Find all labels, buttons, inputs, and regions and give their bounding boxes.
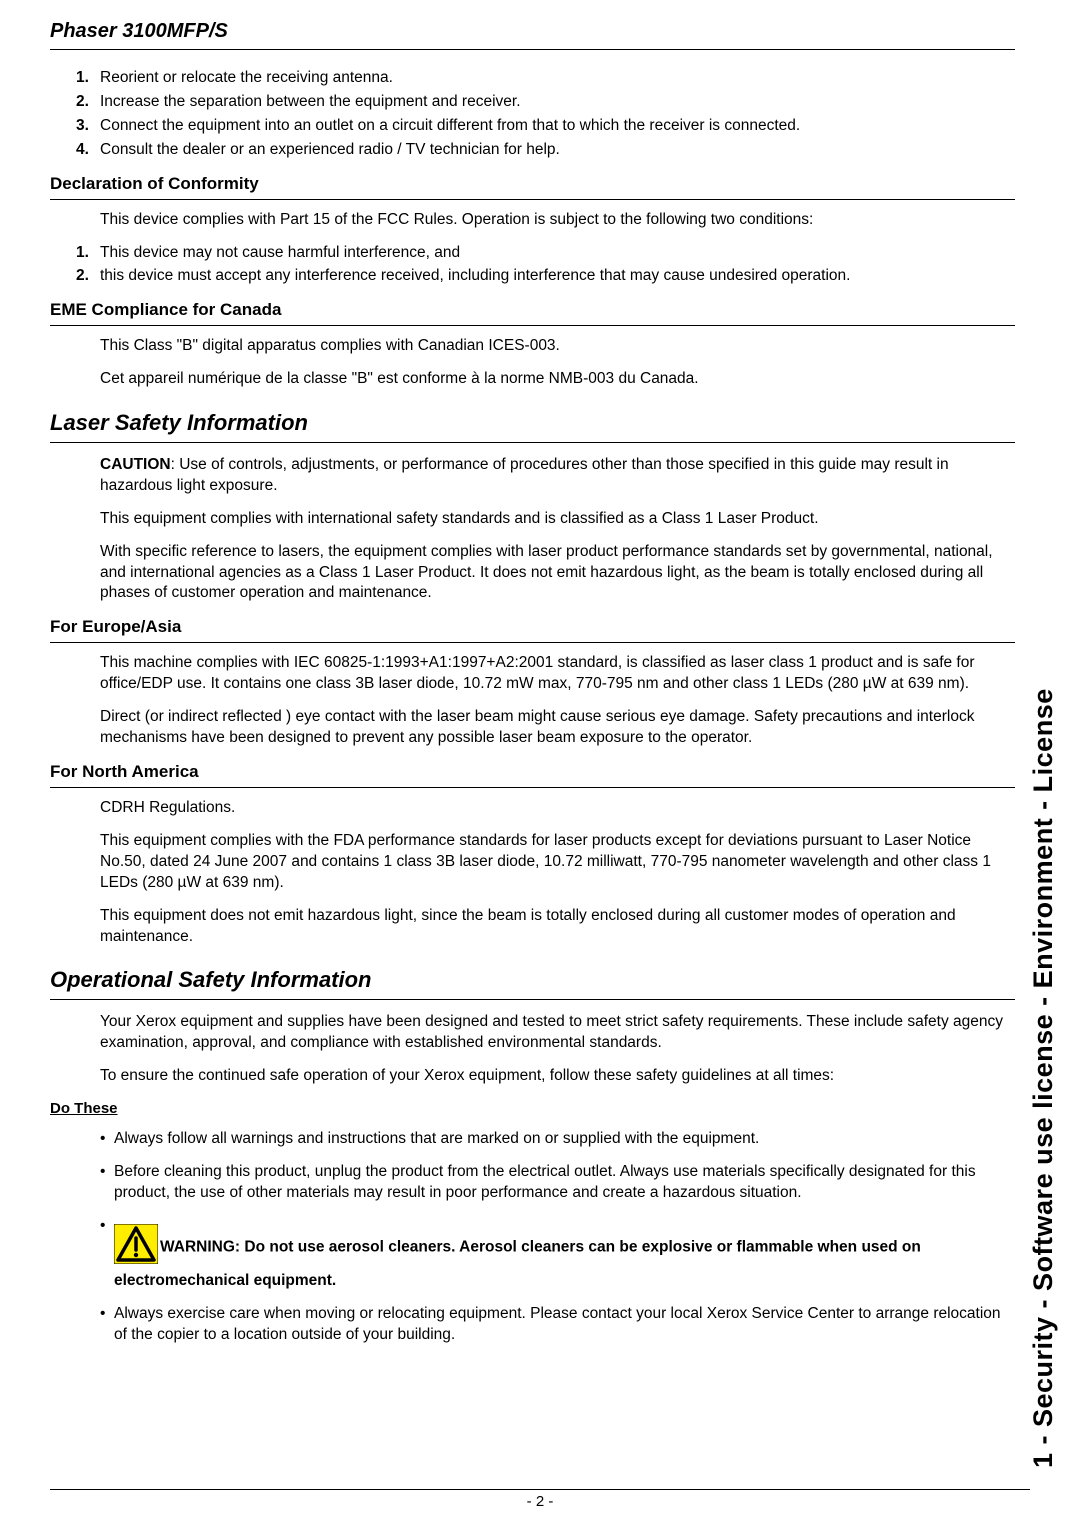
do-these-bullets: Always follow all warnings and instructi… xyxy=(50,1129,1015,1345)
paragraph: To ensure the continued safe operation o… xyxy=(50,1066,1015,1087)
list-item: 1.Reorient or relocate the receiving ant… xyxy=(100,68,1015,89)
section-heading-europe: For Europe/Asia xyxy=(50,616,1015,643)
paragraph: Direct (or indirect reflected ) eye cont… xyxy=(50,707,1015,749)
list-text: Reorient or relocate the receiving anten… xyxy=(100,69,393,86)
caution-paragraph: CAUTION: Use of controls, adjustments, o… xyxy=(50,455,1015,497)
section-heading-eme: EME Compliance for Canada xyxy=(50,299,1015,326)
bullet-item-warning: WARNING: Do not use aerosol cleaners. Ae… xyxy=(100,1216,1015,1292)
list-item: 2.Increase the separation between the eq… xyxy=(100,92,1015,113)
list-number: 3. xyxy=(76,116,89,137)
list-text: this device must accept any interference… xyxy=(100,267,850,284)
major-heading-laser: Laser Safety Information xyxy=(50,408,1015,443)
caution-label: CAUTION xyxy=(100,456,171,473)
major-heading-operational: Operational Safety Information xyxy=(50,965,1015,1000)
declaration-list: 1. This device may not cause harmful inte… xyxy=(50,243,1015,288)
paragraph: This machine complies with IEC 60825-1:1… xyxy=(50,653,1015,695)
do-these-heading: Do These xyxy=(50,1099,1015,1119)
list-item: 3.Connect the equipment into an outlet o… xyxy=(100,116,1015,137)
bullet-item: Always exercise care when moving or relo… xyxy=(100,1304,1015,1346)
paragraph: This device complies with Part 15 of the… xyxy=(50,210,1015,231)
paragraph: Your Xerox equipment and supplies have b… xyxy=(50,1012,1015,1054)
page-header: Phaser 3100MFP/S xyxy=(50,20,1015,50)
caution-text: : Use of controls, adjustments, or perfo… xyxy=(100,456,949,494)
chapter-side-tab: 1 - Security - Software use license - En… xyxy=(1028,40,1062,1468)
page-footer: - 2 - xyxy=(50,1489,1030,1510)
paragraph: This equipment complies with internation… xyxy=(50,509,1015,530)
list-item: 1.This device may not cause harmful inte… xyxy=(100,243,1015,264)
paragraph: This equipment complies with the FDA per… xyxy=(50,831,1015,894)
list-number: 4. xyxy=(76,140,89,161)
paragraph: This equipment does not emit hazardous l… xyxy=(50,906,1015,948)
page-content: 1. Reorient or relocate the receiving ant… xyxy=(50,68,1015,1346)
list-text: Increase the separation between the equi… xyxy=(100,93,521,110)
list-number: 1. xyxy=(76,68,89,89)
intro-numbered-list: 1. Reorient or relocate the receiving ant… xyxy=(50,68,1015,161)
list-item: 2.this device must accept any interferen… xyxy=(100,266,1015,287)
paragraph: CDRH Regulations. xyxy=(50,798,1015,819)
list-text: Consult the dealer or an experienced rad… xyxy=(100,141,560,158)
section-heading-na: For North America xyxy=(50,761,1015,788)
paragraph: With specific reference to lasers, the e… xyxy=(50,542,1015,605)
paragraph: This Class "B" digital apparatus complie… xyxy=(50,336,1015,357)
bullet-item: Before cleaning this product, unplug the… xyxy=(100,1162,1015,1204)
list-number: 1. xyxy=(76,243,89,264)
warning-text: WARNING: Do not use aerosol cleaners. Ae… xyxy=(114,1239,921,1289)
paragraph: Cet appareil numérique de la classe "B" … xyxy=(50,369,1015,390)
list-number: 2. xyxy=(76,266,89,287)
list-text: Connect the equipment into an outlet on … xyxy=(100,117,800,134)
section-heading-declaration: Declaration of Conformity xyxy=(50,173,1015,200)
warning-icon xyxy=(114,1224,158,1271)
list-number: 2. xyxy=(76,92,89,113)
list-item: 4.Consult the dealer or an experienced r… xyxy=(100,140,1015,161)
list-text: This device may not cause harmful interf… xyxy=(100,244,460,261)
bullet-item: Always follow all warnings and instructi… xyxy=(100,1129,1015,1150)
